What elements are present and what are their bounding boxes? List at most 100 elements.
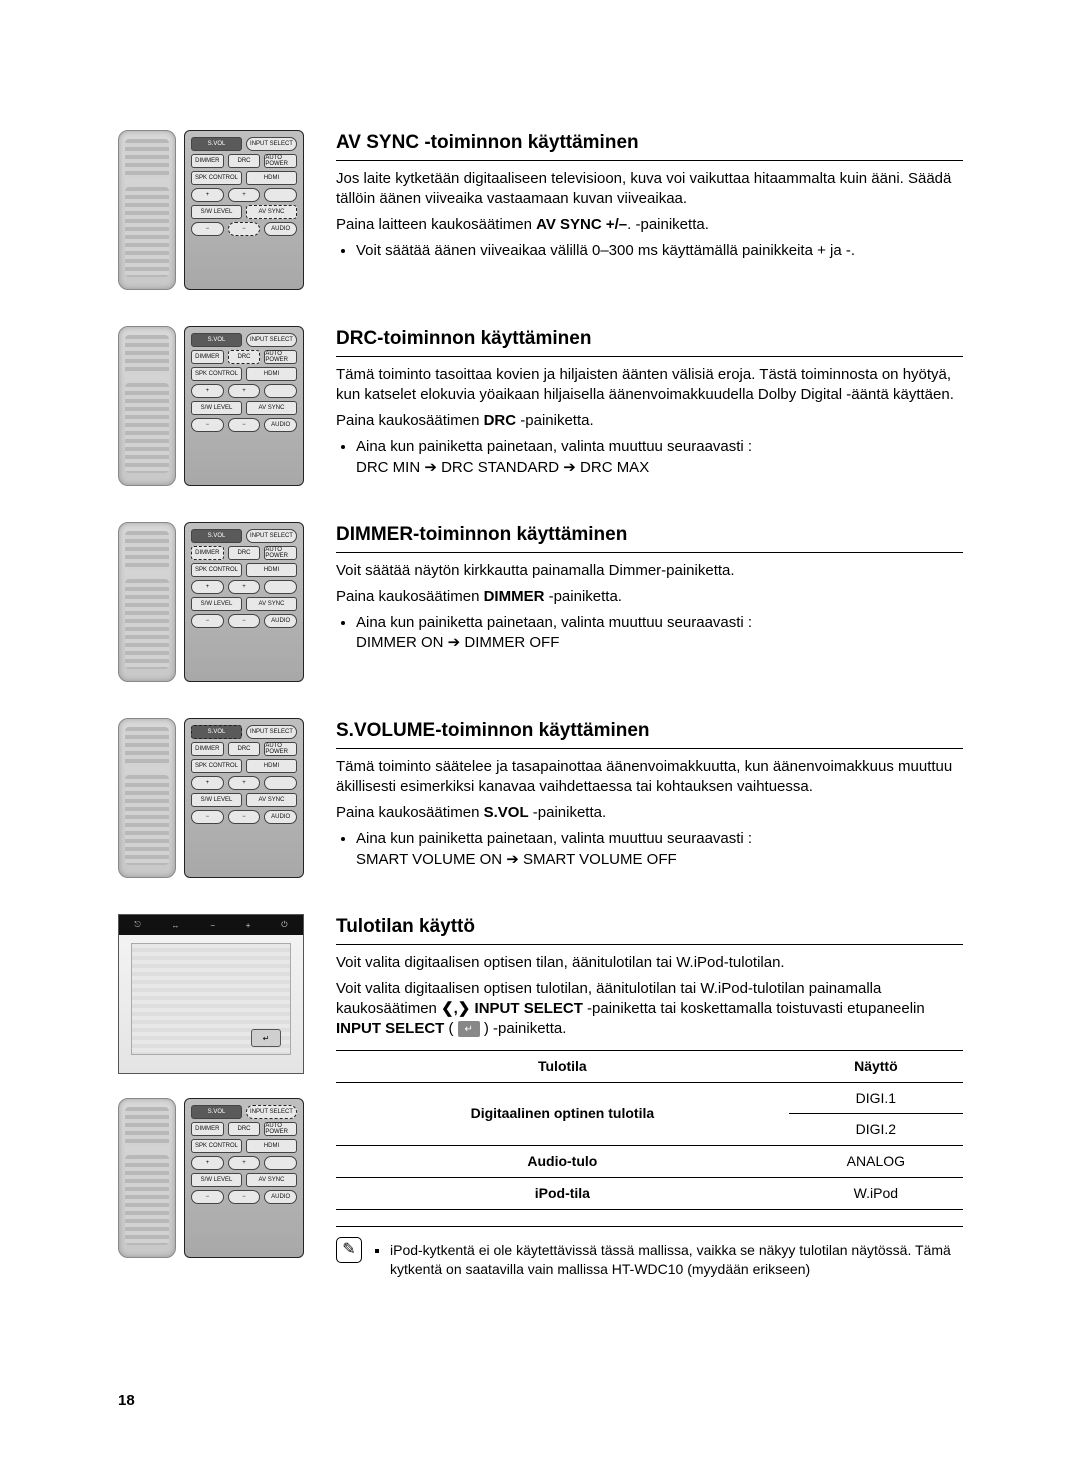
label-spk: SPK CONTROL (191, 563, 242, 577)
section-title: DRC-toiminnon käyttäminen (336, 326, 963, 357)
btn-autopower: AUTO POWER (264, 546, 297, 560)
btn-dimmer: DIMMER (191, 154, 224, 168)
btn-minus: − (191, 1190, 224, 1204)
section-inputmode: ⎋ ↔ − + ⏻ ↵ S.VOLINPUT SELECT DIMMERDRCA… (118, 914, 963, 1281)
device-sym: − (210, 921, 215, 930)
bullet: Aina kun painiketta painetaan, valinta m… (356, 437, 963, 478)
btn-input-select: INPUT SELECT (246, 529, 297, 543)
text: Paina laitteen kaukosäätimen AV SYNC +/–… (336, 215, 963, 235)
section-avsync: S.VOLINPUT SELECT DIMMERDRCAUTO POWER SP… (118, 130, 963, 290)
label-spk: SPK CONTROL (191, 759, 242, 773)
label-avsync: AV SYNC (246, 597, 297, 611)
device: ⎋ ↔ − + ⏻ ↵ (118, 914, 304, 1074)
section-svolume: S.VOLINPUT SELECT DIMMERDRCAUTO POWER SP… (118, 718, 963, 878)
btn-right (264, 1156, 297, 1170)
remote-illustration: S.VOLINPUT SELECT DIMMERDRCAUTO POWER SP… (118, 1098, 304, 1258)
note-block: ✎ iPod-kytkentä ei ole käytettävissä täs… (336, 1226, 963, 1281)
remote-zoom: S.VOLINPUT SELECT DIMMERDRCAUTO POWER SP… (184, 130, 304, 290)
btn-svol: S.VOL (191, 725, 242, 739)
bullet: Voit säätää äänen viiveaikaa välillä 0–3… (356, 241, 963, 261)
text: Voit valita digitaalisen optisen tulotil… (336, 979, 963, 1040)
text-bold: DIMMER (484, 588, 545, 605)
text: Jos laite kytketään digitaaliseen televi… (336, 169, 963, 210)
remote-zoom: S.VOLINPUT SELECT DIMMERDRCAUTO POWER SP… (184, 1098, 304, 1258)
table-cell: W.iPod (789, 1178, 963, 1210)
label-spk: SPK CONTROL (191, 1139, 242, 1153)
page-number: 18 (118, 1392, 135, 1409)
input-mode-table: Tulotila Näyttö Digitaalinen optinen tul… (336, 1050, 963, 1210)
note-list: iPod-kytkentä ei ole käytettävissä tässä… (372, 1241, 963, 1281)
text: Paina kaukosäätimen (336, 412, 484, 429)
section-drc: S.VOLINPUT SELECT DIMMERDRCAUTO POWER SP… (118, 326, 963, 486)
bullet-list: Aina kun painiketta painetaan, valinta m… (336, 829, 963, 870)
btn-input-select: INPUT SELECT (246, 1105, 297, 1119)
text: . -painiketta. (627, 216, 709, 233)
text-bold: DRC (484, 412, 517, 429)
btn-autopower: AUTO POWER (264, 1122, 297, 1136)
table-header: Näyttö (789, 1050, 963, 1082)
btn-minus: − (191, 418, 224, 432)
remote-full (118, 522, 176, 682)
device-sym: ⏻ (281, 920, 287, 930)
bullet-list: Aina kun painiketta painetaan, valinta m… (336, 613, 963, 654)
remote-full (118, 326, 176, 486)
remote-illustration: S.VOLINPUT SELECT DIMMERDRCAUTO POWER SP… (118, 718, 304, 878)
btn-minus2: − (228, 810, 261, 824)
section-content: Tulotilan käyttö Voit valita digitaalise… (336, 914, 963, 1281)
btn-minus: − (191, 810, 224, 824)
btn-right (264, 384, 297, 398)
btn-minus2: − (228, 1190, 261, 1204)
device-topbar: ⎋ ↔ − + ⏻ (119, 915, 303, 935)
text: Voit valita digitaalisen optisen tilan, … (336, 953, 963, 973)
text: SMART VOLUME ON ➔ SMART VOLUME OFF (356, 851, 677, 868)
note-icon: ✎ (336, 1237, 362, 1263)
text: Aina kun painiketta painetaan, valinta m… (356, 438, 752, 455)
btn-plus: + (191, 1156, 224, 1170)
btn-dimmer: DIMMER (191, 742, 224, 756)
text-bold: INPUT SELECT (336, 1020, 444, 1037)
remote-full (118, 718, 176, 878)
section-title: DIMMER-toiminnon käyttäminen (336, 522, 963, 553)
btn-right (264, 580, 297, 594)
label-avsync: AV SYNC (246, 401, 297, 415)
label-avsync: AV SYNC (246, 1173, 297, 1187)
table-cell: ANALOG (789, 1146, 963, 1178)
btn-audio: AUDIO (264, 222, 297, 236)
label-spk: SPK CONTROL (191, 367, 242, 381)
table-cell: Audio-tulo (336, 1146, 789, 1178)
text: Paina kaukosäätimen S.VOL -painiketta. (336, 803, 963, 823)
label-avsync: AV SYNC (246, 205, 297, 219)
text: Voit säätää näytön kirkkautta painamalla… (336, 561, 963, 581)
btn-minus2: − (228, 222, 261, 236)
bullet-list: Aina kun painiketta painetaan, valinta m… (336, 437, 963, 478)
section-content: DIMMER-toiminnon käyttäminen Voit säätää… (336, 522, 963, 656)
remote-zoom: S.VOLINPUT SELECT DIMMERDRCAUTO POWER SP… (184, 326, 304, 486)
btn-dimmer: DIMMER (191, 546, 224, 560)
remote-zoom: S.VOLINPUT SELECT DIMMERDRCAUTO POWER SP… (184, 522, 304, 682)
btn-drc: DRC (228, 1122, 261, 1136)
device-sym: + (246, 921, 251, 930)
table-row: Audio-tulo ANALOG (336, 1146, 963, 1178)
label-swlevel: S/W LEVEL (191, 401, 242, 415)
text: Aina kun painiketta painetaan, valinta m… (356, 614, 752, 631)
text: DRC MIN ➔ DRC STANDARD ➔ DRC MAX (356, 459, 649, 476)
text: Paina kaukosäätimen DRC -painiketta. (336, 411, 963, 431)
text: -painiketta. (516, 412, 594, 429)
btn-minus: − (191, 222, 224, 236)
btn-plus: + (191, 580, 224, 594)
btn-svol: S.VOL (191, 137, 242, 151)
label-swlevel: S/W LEVEL (191, 205, 242, 219)
device-input-select-btn: ↵ (251, 1029, 281, 1047)
btn-input-select: INPUT SELECT (246, 137, 297, 151)
btn-minus: − (191, 614, 224, 628)
label-swlevel: S/W LEVEL (191, 793, 242, 807)
device-sym: ⎋ (134, 920, 140, 930)
bullet: Aina kun painiketta painetaan, valinta m… (356, 829, 963, 870)
btn-plus: + (191, 776, 224, 790)
text: Paina kaukosäätimen (336, 588, 484, 605)
btn-svol: S.VOL (191, 333, 242, 347)
section-title: AV SYNC -toiminnon käyttäminen (336, 130, 963, 161)
btn-plus2: + (228, 580, 261, 594)
table-row: iPod-tila W.iPod (336, 1178, 963, 1210)
btn-audio: AUDIO (264, 614, 297, 628)
